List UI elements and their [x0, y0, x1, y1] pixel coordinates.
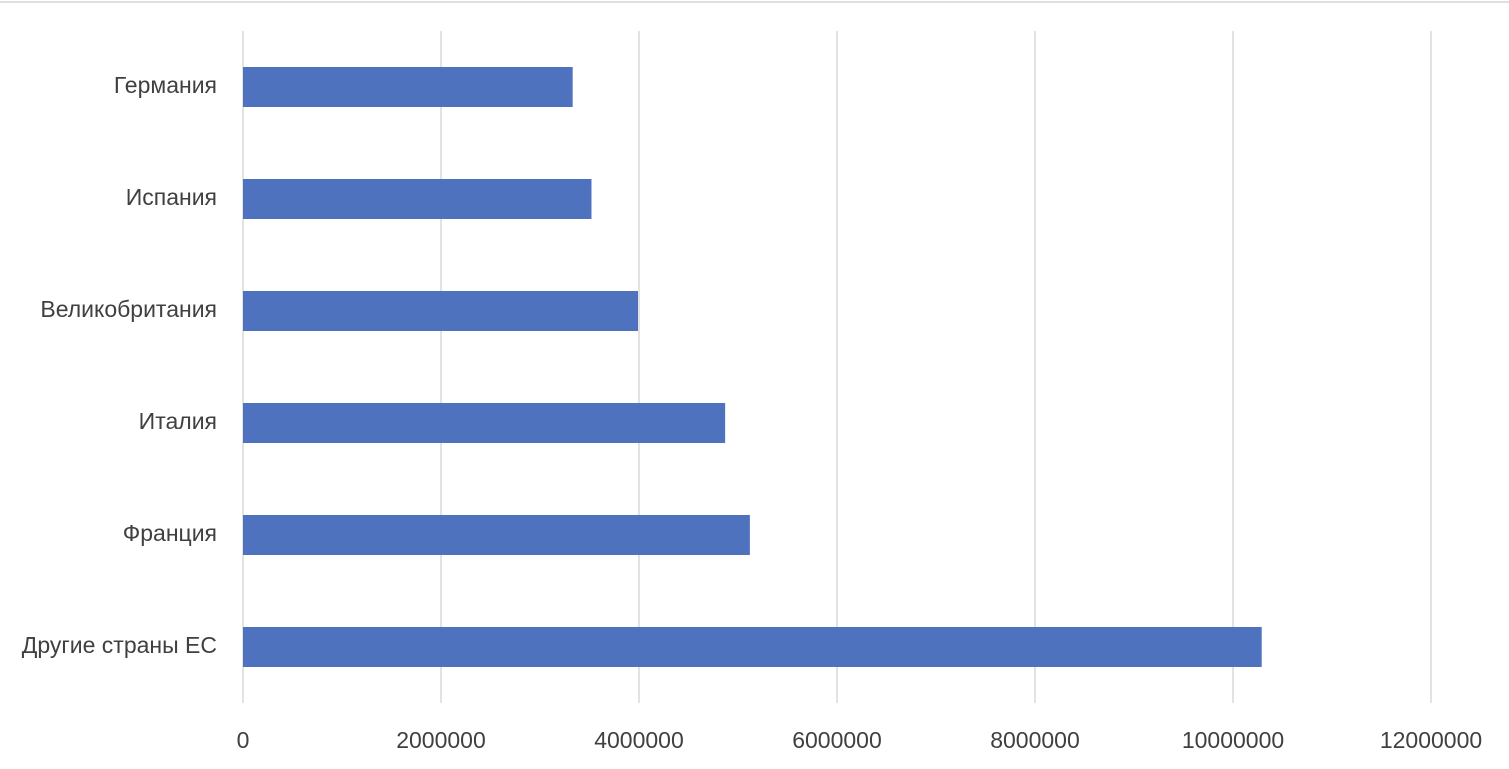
y-tick-label: Италия: [139, 408, 217, 434]
bar: [243, 403, 726, 443]
y-tick-label: Испания: [126, 184, 217, 210]
bar: [243, 515, 750, 555]
x-tick-label: 12000000: [1380, 727, 1482, 753]
x-tick-label: 8000000: [990, 727, 1080, 753]
y-tick-label: Германия: [114, 72, 217, 98]
y-tick-label: Другие страны ЕС: [22, 632, 217, 658]
bar: [243, 627, 1262, 667]
x-tick-label: 2000000: [396, 727, 486, 753]
x-tick-label: 10000000: [1182, 727, 1284, 753]
bar: [243, 291, 639, 331]
y-tick-label: Великобритания: [40, 296, 217, 322]
plot-area: 0 2000000 4000000 6000000 8000000 10000000 120…: [22, 31, 1482, 753]
y-tick-label: Франция: [123, 520, 217, 546]
bar: [243, 179, 592, 219]
x-tick-label: 6000000: [792, 727, 882, 753]
x-tick-label: 4000000: [594, 727, 684, 753]
x-tick-label: 0: [237, 727, 250, 753]
bar: [243, 67, 573, 107]
